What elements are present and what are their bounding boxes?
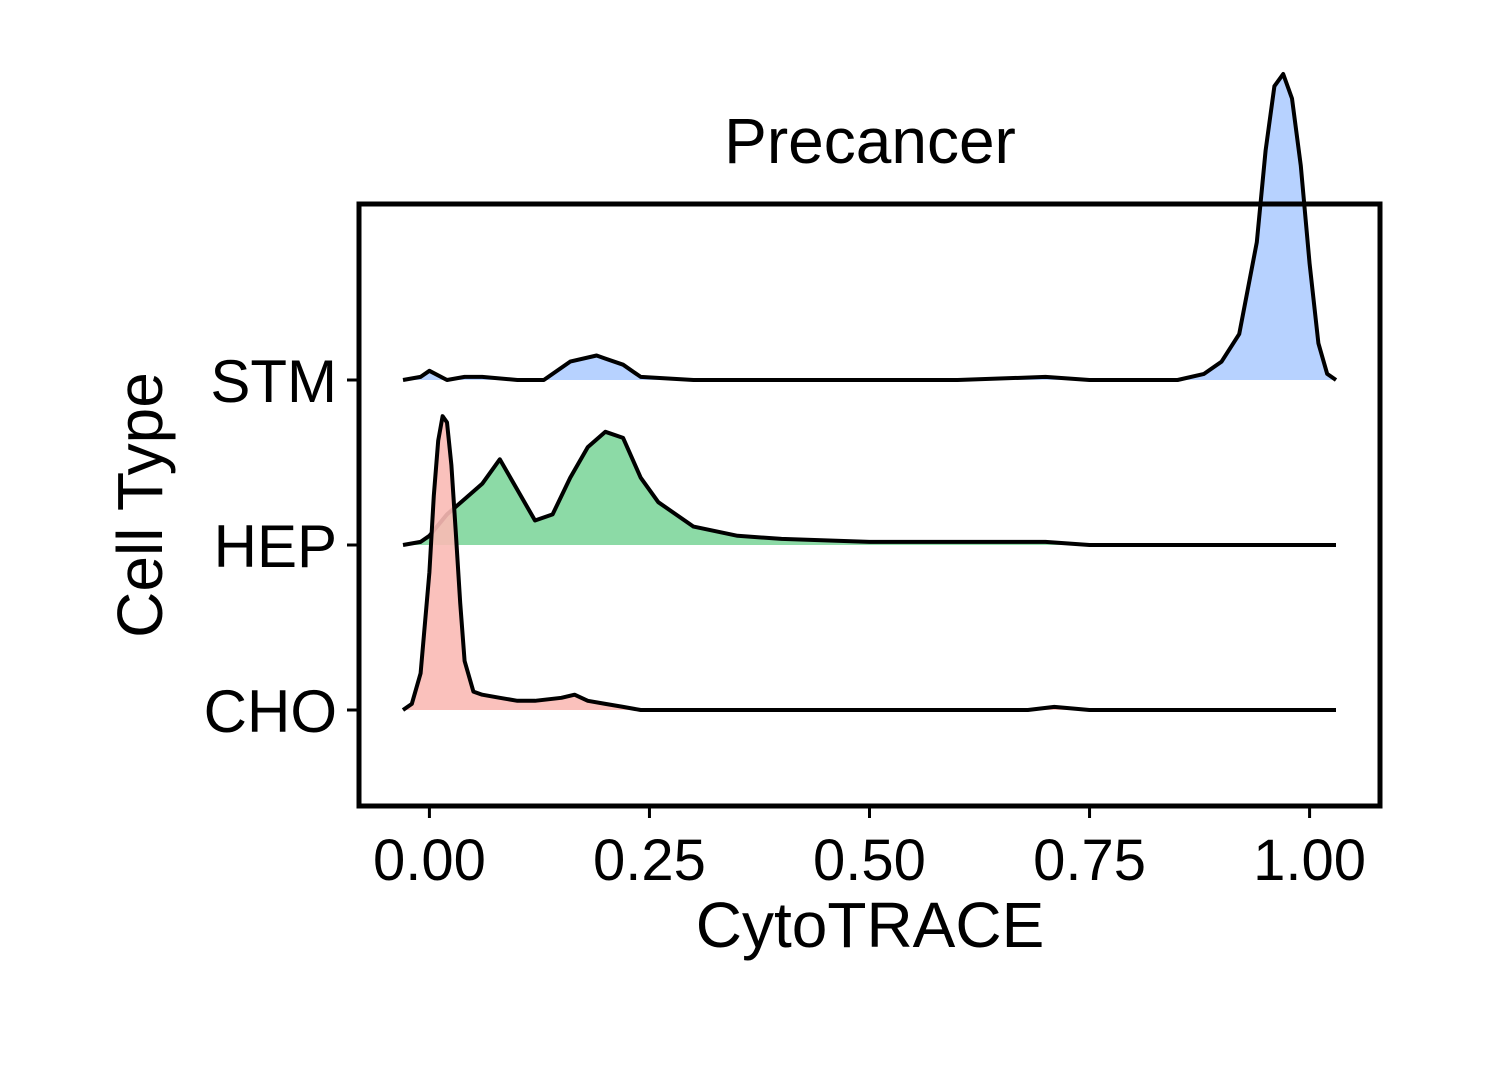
y-tick-label-hep: HEP xyxy=(214,513,337,580)
ridge-line-hep xyxy=(402,429,1336,547)
ridge-fill-hep xyxy=(403,431,1336,545)
x-axis: 0.00 0.25 0.50 0.75 1.00 xyxy=(373,806,1366,893)
ridge-cho xyxy=(401,414,1336,712)
y-axis: CHO HEP STM xyxy=(204,348,359,745)
x-tick-label-0: 0.00 xyxy=(373,828,486,893)
chart-title: Precancer xyxy=(724,105,1016,177)
ridge-fill-cho xyxy=(403,416,1336,710)
y-tick-label-cho: CHO xyxy=(204,678,337,745)
ridges-layer xyxy=(401,72,1338,712)
y-axis-label: Cell Type xyxy=(104,372,176,638)
y-tick-label-stm: STM xyxy=(210,348,337,415)
x-tick-label-4: 1.00 xyxy=(1253,828,1366,893)
ridge-stm xyxy=(402,72,1338,382)
ridge-line-stm xyxy=(402,72,1338,382)
ridge-fill-stm xyxy=(403,74,1336,380)
x-tick-label-1: 0.25 xyxy=(593,828,706,893)
x-tick-label-2: 0.50 xyxy=(813,828,926,893)
x-axis-label: CytoTRACE xyxy=(696,889,1045,961)
ridge-line-cho xyxy=(401,414,1336,712)
x-tick-label-3: 0.75 xyxy=(1033,828,1146,893)
ridge-hep xyxy=(402,429,1336,547)
